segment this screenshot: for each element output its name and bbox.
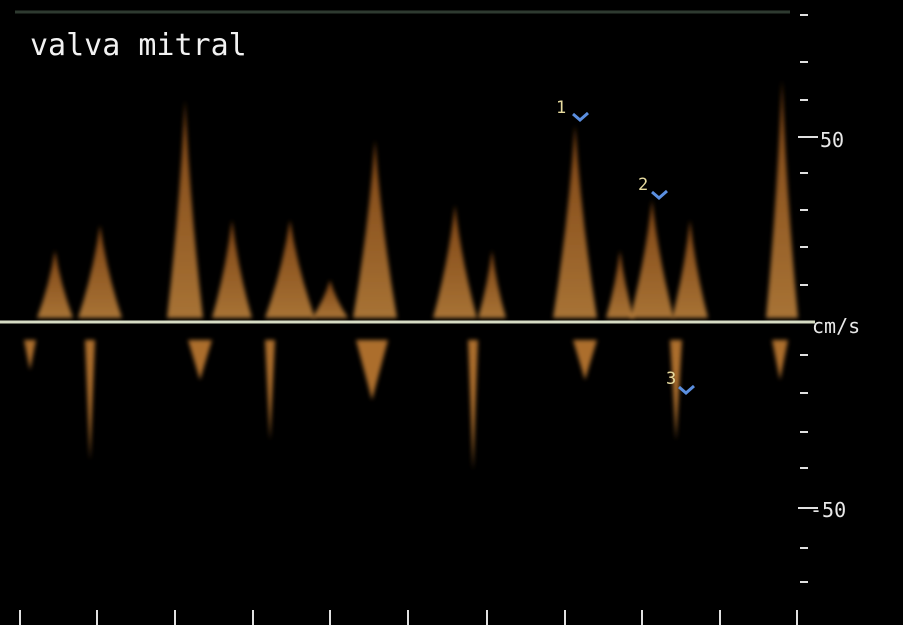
scale-unit: cm/s <box>812 314 860 338</box>
doppler-screen: valva mitral 50 cm/s -50 1 2 3 <box>0 0 903 625</box>
marker-label: 2 <box>638 175 648 195</box>
scale-upper: 50 <box>820 128 844 152</box>
marker-label: 1 <box>556 98 566 118</box>
title: valva mitral <box>30 28 247 63</box>
marker-label: 3 <box>666 369 676 389</box>
scale-lower: -50 <box>810 498 846 522</box>
